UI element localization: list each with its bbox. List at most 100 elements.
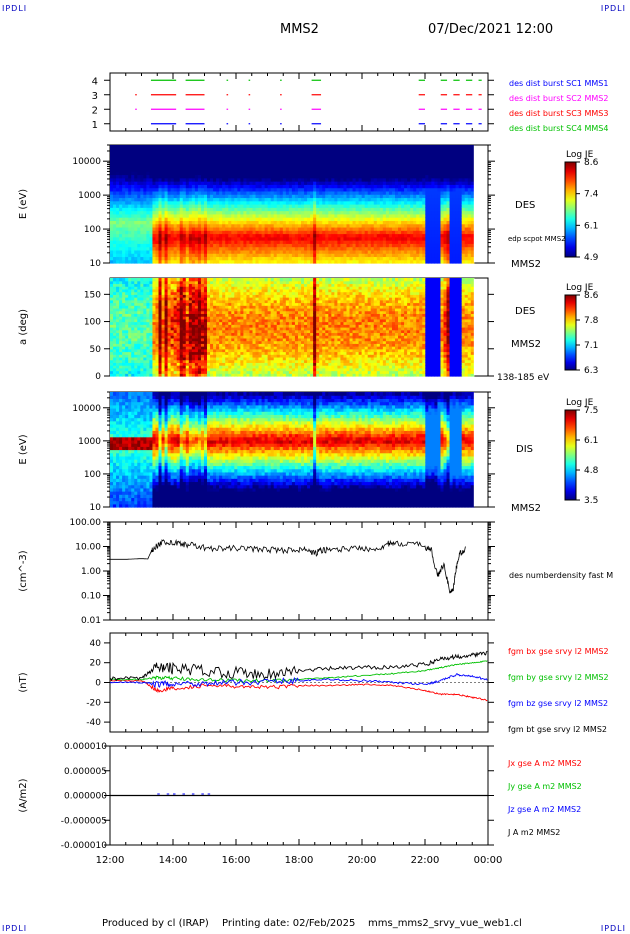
- spectrogram-cell: [146, 204, 151, 208]
- spectrogram-cell: [322, 148, 326, 153]
- spectrogram-cell: [137, 207, 141, 212]
- spectrogram-cell: [310, 240, 314, 244]
- spectrogram-cell: [261, 256, 266, 261]
- spectrogram-cell: [467, 246, 472, 251]
- spectrogram-cell: [279, 236, 284, 241]
- spectrogram-cell: [379, 246, 384, 251]
- spectrogram-cell: [437, 240, 442, 244]
- spectrogram-cell: [346, 171, 351, 176]
- spectrogram-cell: [200, 177, 205, 182]
- spectrogram-cell: [361, 220, 366, 225]
- spectrogram-cell: [210, 158, 214, 162]
- spectrogram-cell: [282, 213, 287, 218]
- spectrogram-cell: [373, 259, 378, 264]
- spectrogram-cell: [370, 240, 375, 244]
- spectrogram-cell: [370, 223, 375, 228]
- spectrogram-cell: [113, 302, 117, 306]
- spectrogram-cell: [264, 259, 269, 264]
- spectrogram-cell: [110, 256, 114, 261]
- spectrogram-cell: [443, 259, 448, 264]
- spectrogram-cell: [143, 181, 147, 185]
- spectrogram-cell: [134, 217, 138, 221]
- spectrogram-cell: [407, 226, 411, 231]
- spectrogram-cell: [291, 164, 296, 169]
- spectrogram-cell: [170, 204, 175, 208]
- spectrogram-cell: [122, 354, 126, 358]
- spectrogram-cell: [367, 181, 372, 185]
- spectrogram-cell: [234, 256, 238, 261]
- spectrogram-cell: [449, 210, 454, 215]
- spectrogram-cell: [410, 184, 414, 189]
- spectrogram-cell: [234, 253, 238, 258]
- spectrogram-cell: [231, 240, 235, 244]
- spectrogram-cell: [337, 200, 342, 205]
- spectrogram-cell: [437, 190, 442, 195]
- spectrogram-cell: [273, 249, 278, 254]
- spectrogram-cell: [455, 151, 460, 156]
- spectrogram-cell: [113, 190, 117, 195]
- spectrogram-cell: [425, 223, 429, 228]
- spectrogram-cell: [307, 151, 311, 156]
- spectrogram-cell: [404, 177, 408, 182]
- spectrogram-cell: [343, 200, 348, 205]
- spectrogram-cell: [137, 226, 141, 231]
- spectrogram-cell: [203, 256, 208, 261]
- spectrogram-cell: [207, 181, 211, 185]
- spectrogram-cell: [385, 226, 390, 231]
- spectrogram-cell: [222, 184, 226, 189]
- spectrogram-cell: [391, 194, 396, 199]
- spectrogram-cell: [116, 288, 120, 293]
- spectrogram-cell: [434, 259, 439, 264]
- spectrogram-cell: [158, 207, 163, 212]
- spectrogram-cell: [134, 190, 138, 195]
- spectrogram-cell: [113, 280, 117, 285]
- spectrogram-cell: [167, 158, 172, 162]
- spectrogram-cell: [422, 204, 426, 208]
- spectrogram-cell: [255, 220, 260, 225]
- spectrogram-cell: [437, 187, 442, 192]
- spectrogram-cell: [291, 197, 296, 202]
- spectrogram-cell: [119, 370, 123, 374]
- spectrogram-cell: [240, 177, 245, 182]
- spectrogram-cell: [210, 236, 214, 241]
- spectrogram-cell: [122, 365, 126, 369]
- spectrogram-cell: [443, 207, 448, 212]
- spectrogram-cell: [140, 194, 144, 199]
- spectrogram-cell: [164, 230, 169, 235]
- spectrogram-cell: [110, 240, 114, 244]
- spectrogram-cell: [307, 210, 311, 215]
- spectrogram-cell: [301, 243, 305, 248]
- spectrogram-cell: [340, 256, 345, 261]
- spectrogram-cell: [294, 181, 299, 185]
- spectrogram-cell: [285, 158, 290, 162]
- spectrogram-cell: [243, 164, 248, 169]
- spectrogram-cell: [170, 253, 175, 258]
- spectrogram-cell: [304, 217, 308, 221]
- spectrogram-cell: [279, 171, 284, 176]
- spectrogram-cell: [140, 249, 144, 254]
- spectrogram-cell: [285, 151, 290, 156]
- spectrogram-cell: [213, 161, 217, 166]
- spectrogram-cell: [413, 187, 417, 192]
- spectrogram-cell: [240, 259, 245, 264]
- spectrogram-cell: [416, 256, 420, 261]
- spectrogram-cell: [434, 177, 439, 182]
- spectrogram-cell: [443, 243, 448, 248]
- spectrogram-cell: [352, 213, 357, 218]
- spectrogram-cell: [137, 184, 141, 189]
- spectrogram-cell: [219, 259, 223, 264]
- spectrogram-cell: [152, 243, 157, 248]
- spectrogram-cell: [343, 220, 348, 225]
- spectrogram-cell: [307, 145, 311, 149]
- spectrogram-cell: [291, 158, 296, 162]
- spectrogram-cell: [388, 204, 393, 208]
- spectrogram-cell: [304, 233, 308, 238]
- spectrogram-cell: [376, 158, 381, 162]
- spectrogram-cell: [158, 194, 163, 199]
- spectrogram-cell: [228, 246, 232, 251]
- spectrogram-cell: [416, 223, 420, 228]
- spectrogram-cell: [291, 220, 296, 225]
- spectrogram-cell: [285, 177, 290, 182]
- spectrogram-cell: [340, 217, 345, 221]
- spectrogram-cell: [440, 210, 445, 215]
